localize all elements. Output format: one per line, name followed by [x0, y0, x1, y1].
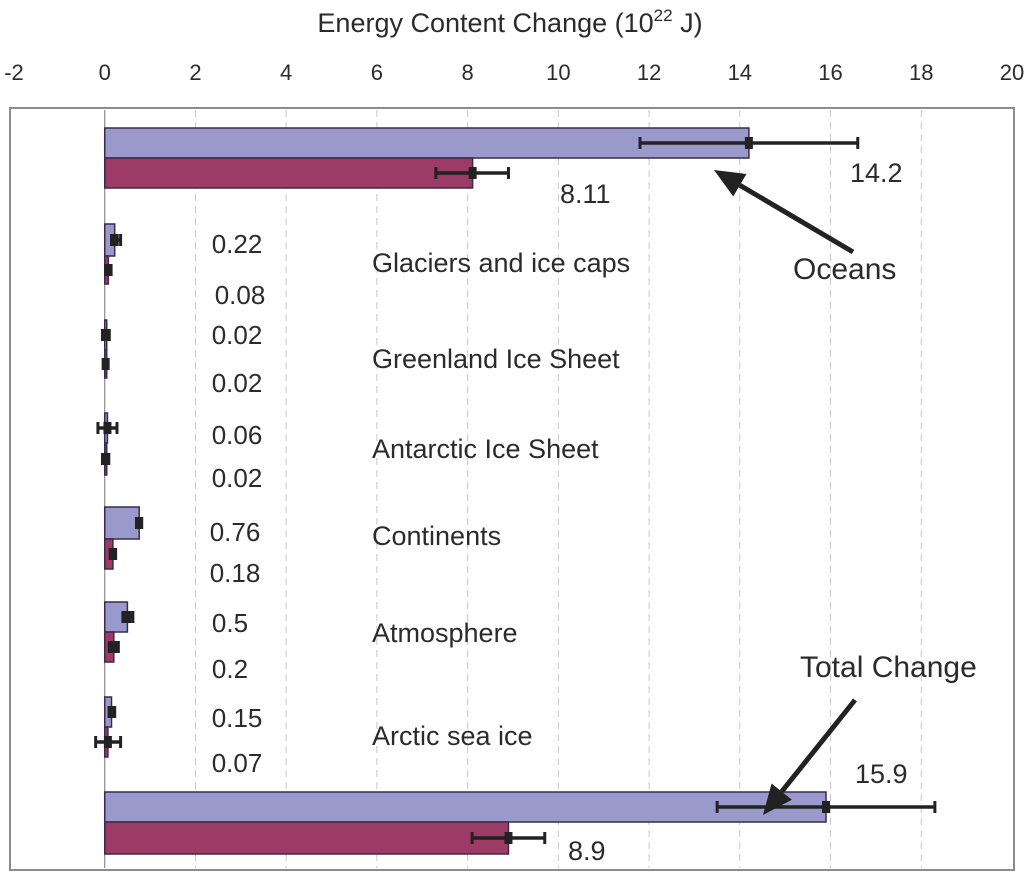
- data-label: 0.02: [212, 463, 263, 493]
- category-label: Antarctic Ice Sheet: [372, 434, 599, 464]
- annotations: Oceans Total Change: [714, 170, 977, 815]
- x-tick-label: 12: [637, 60, 661, 85]
- data-label: 15.9: [855, 759, 908, 789]
- x-tick-label: 0: [99, 60, 111, 85]
- data-label: 8.11: [560, 179, 611, 209]
- error-marker: [101, 358, 110, 370]
- error-marker: [101, 453, 110, 465]
- bar: [103, 506, 140, 540]
- x-tick-label: 6: [371, 60, 383, 85]
- x-tick-label: 10: [546, 60, 570, 85]
- annotation-arrow-head: [714, 170, 747, 197]
- data-labels: 14.2 8.11 0.22 0.08 0.02 0.02 0.06 0.02 0.76 0.18…: [210, 158, 908, 866]
- x-tick-label: 2: [189, 60, 201, 85]
- error-marker: [135, 517, 144, 529]
- error-marker: [123, 611, 132, 623]
- chart-title: Energy Content Change (1022 J): [317, 6, 702, 38]
- annotation-oceans: Oceans: [793, 253, 896, 286]
- x-tick-label: 20: [1000, 60, 1024, 85]
- data-label: 0.2: [212, 654, 248, 684]
- error-marker: [103, 736, 112, 748]
- annotation-total-change: Total Change: [800, 651, 977, 684]
- bar: [103, 821, 510, 855]
- plot-frame: [9, 107, 1015, 871]
- chart-title-unit: J): [673, 8, 703, 38]
- category-label: Glaciers and ice caps: [372, 248, 630, 278]
- category-labels: Glaciers and ice caps Greenland Ice Sheet…: [372, 248, 630, 751]
- data-label: 0.5: [212, 608, 248, 638]
- x-tick-label: -2: [4, 60, 24, 85]
- data-label: 0.08: [215, 280, 266, 310]
- bar: [103, 157, 474, 189]
- gridlines: [104, 110, 922, 868]
- data-label: 0.02: [212, 320, 263, 350]
- data-label: 0.02: [212, 368, 263, 398]
- data-label: 0.18: [210, 558, 261, 588]
- data-label: 0.76: [210, 517, 261, 547]
- x-axis-ticks: -2 0 2 4 6 8 10 12 14 16 18 20: [4, 60, 1024, 85]
- annotation-arrow-shaft: [779, 698, 857, 794]
- chart-title-main: Energy Content Change (10: [317, 8, 653, 38]
- error-marker: [468, 167, 477, 179]
- data-label: 0.06: [212, 420, 263, 450]
- category-label: Continents: [372, 521, 501, 551]
- error-marker: [110, 234, 119, 246]
- error-bars: [94, 137, 937, 844]
- x-tick-label: 8: [462, 60, 474, 85]
- x-tick-label: 14: [728, 60, 752, 85]
- bar: [103, 791, 827, 823]
- error-marker: [504, 832, 513, 844]
- error-marker: [822, 801, 831, 813]
- chart-title-sup: 22: [654, 6, 673, 25]
- category-label: Atmosphere: [372, 618, 518, 648]
- category-label: Arctic sea ice: [372, 721, 533, 751]
- annotation-arrow-shaft: [738, 183, 855, 255]
- error-marker: [744, 137, 753, 149]
- category-label: Greenland Ice Sheet: [372, 344, 620, 374]
- error-marker: [101, 329, 110, 341]
- x-tick-label: 16: [818, 60, 842, 85]
- error-marker: [104, 264, 113, 276]
- x-tick-label: 4: [280, 60, 292, 85]
- data-label: 14.2: [850, 158, 903, 188]
- error-marker: [103, 422, 112, 434]
- error-marker: [107, 706, 116, 718]
- bars: [103, 127, 827, 855]
- error-marker: [108, 548, 117, 560]
- data-label: 0.15: [212, 703, 263, 733]
- data-label: 8.9: [568, 836, 606, 866]
- annotation-arrow-head: [763, 783, 792, 815]
- data-label: 0.07: [212, 748, 263, 778]
- error-marker: [109, 641, 118, 653]
- data-label: 0.22: [212, 229, 263, 259]
- x-tick-label: 18: [909, 60, 933, 85]
